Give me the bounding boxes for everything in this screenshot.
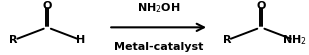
- Text: R: R: [223, 35, 231, 45]
- Text: O: O: [256, 1, 265, 11]
- Text: H: H: [76, 35, 86, 45]
- Text: Metal-catalyst: Metal-catalyst: [114, 42, 203, 52]
- Text: R: R: [10, 35, 18, 45]
- Text: O: O: [43, 1, 52, 11]
- Text: NH$_2$: NH$_2$: [282, 33, 307, 47]
- Text: NH$_2$OH: NH$_2$OH: [137, 1, 180, 15]
